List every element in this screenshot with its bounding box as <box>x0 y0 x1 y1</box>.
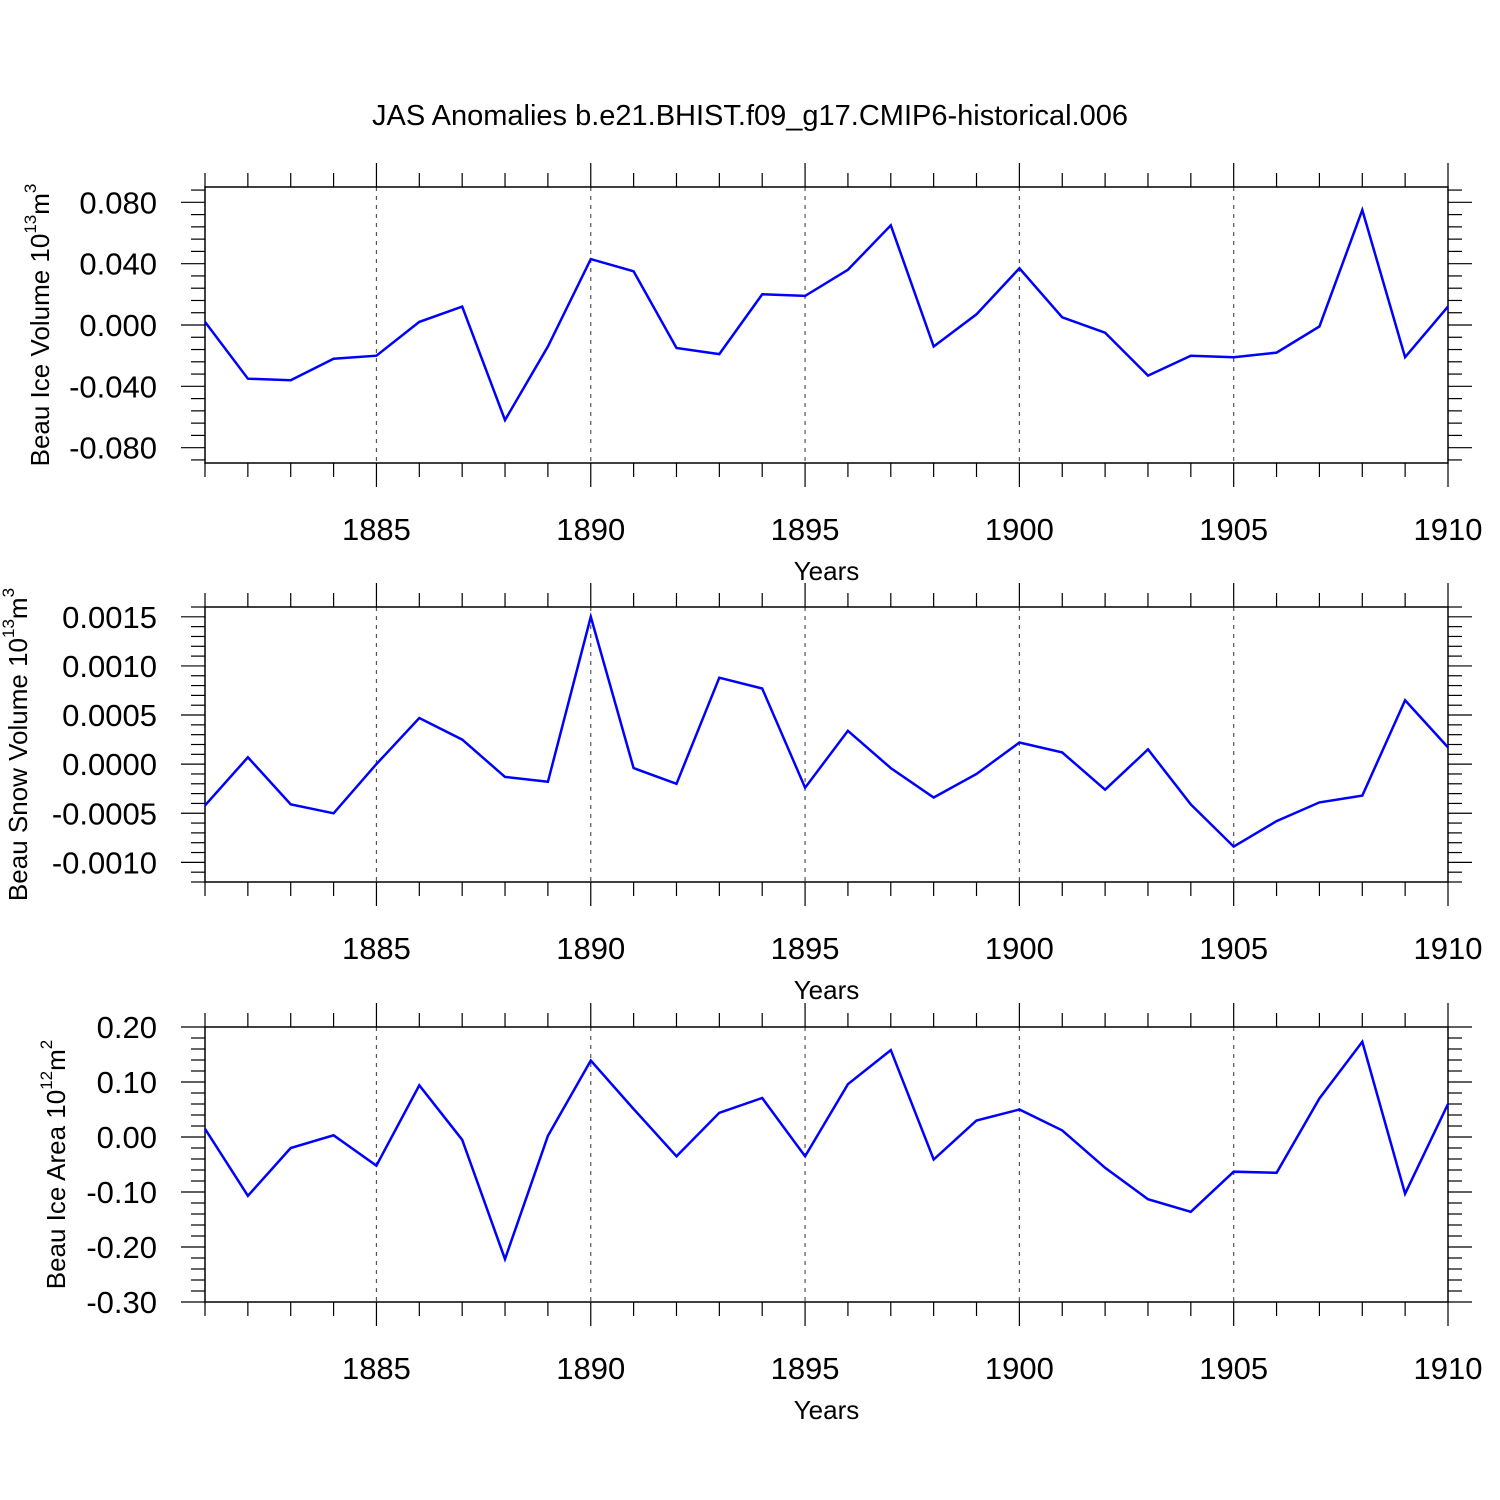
y-tick-label: 0.20 <box>97 1010 157 1045</box>
y-tick-label: -0.20 <box>86 1230 157 1265</box>
ylabel: Beau Ice Area 1012m2 <box>37 1040 70 1290</box>
x-tick-label: 1890 <box>556 931 625 966</box>
y-tick-label: 0.0000 <box>62 747 157 782</box>
x-tick-label: 1895 <box>771 1351 840 1386</box>
plot-frame <box>204 606 1449 883</box>
x-tick-label: 1885 <box>342 512 411 547</box>
x-tick-label: 1910 <box>1414 931 1483 966</box>
y-tick-label: -0.080 <box>69 431 157 466</box>
series-line <box>204 612 1449 849</box>
x-tick-label: 1885 <box>342 1351 411 1386</box>
x-tick-label: 1895 <box>771 512 840 547</box>
figure-title: JAS Anomalies b.e21.BHIST.f09_g17.CMIP6-… <box>372 100 1128 132</box>
y-tick-label: -0.0005 <box>52 796 157 831</box>
y-tick-label: -0.0010 <box>52 845 157 880</box>
y-tick-label: -0.040 <box>69 369 157 404</box>
x-tick-label: 1905 <box>1199 512 1268 547</box>
x-tick-label: 1900 <box>985 512 1054 547</box>
x-tick-label: 1900 <box>985 931 1054 966</box>
panel-snow-volume: Beau Snow Volume 1013m3 Years -0.0010 -0.… <box>0 583 1482 1005</box>
y-tick-label: 0.080 <box>79 185 157 220</box>
xlabel: Years <box>794 1395 860 1425</box>
panel-ice-volume: Beau Ice Volume 1013m3 Years -0.080 -0.04… <box>21 163 1482 586</box>
plot-frame <box>204 1026 1449 1303</box>
y-tick-label: 0.040 <box>79 247 157 282</box>
plot-frame <box>204 186 1449 464</box>
y-tick-label: 0.00 <box>97 1120 157 1155</box>
y-tick-label: -0.10 <box>86 1175 157 1210</box>
ylabel: Beau Ice Volume 1013m3 <box>21 184 54 467</box>
y-tick-label: 0.000 <box>79 308 157 343</box>
x-tick-label: 1890 <box>556 1351 625 1386</box>
y-tick-label: 0.0015 <box>62 600 157 635</box>
x-tick-label: 1900 <box>985 1351 1054 1386</box>
xlabel: Years <box>794 975 860 1005</box>
x-tick-label: 1885 <box>342 931 411 966</box>
y-tick-label: 0.0010 <box>62 649 157 684</box>
y-tick-label: 0.10 <box>97 1065 157 1100</box>
y-tick-label: 0.0005 <box>62 698 157 733</box>
x-tick-label: 1895 <box>771 931 840 966</box>
panel-ice-area: Beau Ice Area 1012m2 Years -0.30 -0.20 -0.… <box>37 1003 1482 1425</box>
ylabel: Beau Snow Volume 1013m3 <box>0 588 33 901</box>
x-tick-label: 1905 <box>1199 931 1268 966</box>
series-line <box>203 1039 1450 1263</box>
x-tick-label: 1890 <box>556 512 625 547</box>
xlabel: Years <box>794 556 860 586</box>
x-tick-label: 1905 <box>1199 1351 1268 1386</box>
x-tick-label: 1910 <box>1414 1351 1483 1386</box>
series-line <box>204 206 1449 423</box>
x-tick-label: 1910 <box>1414 512 1483 547</box>
y-tick-label: -0.30 <box>86 1285 157 1320</box>
